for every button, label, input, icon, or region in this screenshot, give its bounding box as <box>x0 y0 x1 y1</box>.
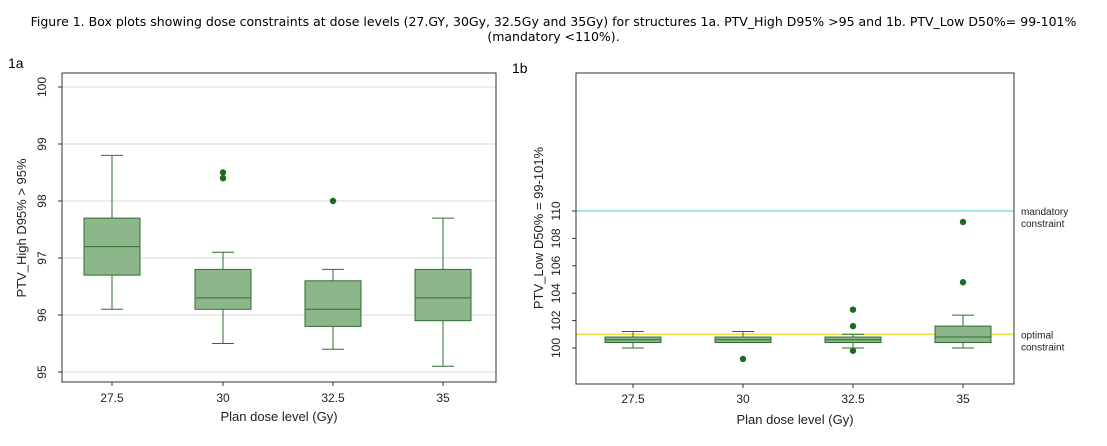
box-32.5 <box>824 306 882 354</box>
x-tick-label: 30 <box>216 391 230 405</box>
y-tick-label: 100 <box>35 77 49 97</box>
x-tick-label: 27.5 <box>100 391 124 405</box>
box-35 <box>934 218 992 349</box>
x-tick-label: 35 <box>436 391 450 405</box>
box-32.5 <box>304 197 362 350</box>
panel-label-1a: 1a <box>8 55 24 71</box>
y-tick-label: 108 <box>549 228 563 248</box>
outlier-point <box>329 197 337 205</box>
figure-caption: Figure 1. Box plots showing dose constra… <box>30 14 1077 44</box>
x-tick-label: 30 <box>736 392 750 406</box>
reference-line-label: optimal <box>1021 330 1053 341</box>
y-tick-label: 110 <box>549 201 563 220</box>
x-axis-label: Plan dose level (Gy) <box>220 409 337 424</box>
box-27.5 <box>83 154 141 310</box>
box-35 <box>414 217 472 367</box>
y-tick-label: 96 <box>35 308 49 322</box>
iqr-box <box>934 325 992 344</box>
reference-line-label: constraint <box>1021 342 1065 353</box>
y-tick-label: 106 <box>549 255 563 275</box>
y-tick-label: 100 <box>549 338 563 358</box>
y-tick-label: 104 <box>549 283 563 303</box>
box-30 <box>194 169 252 344</box>
iqr-box <box>414 268 472 322</box>
y-tick-label: 99 <box>35 137 49 151</box>
reference-line-label: mandatory <box>1021 207 1068 218</box>
y-axis-label: PTV_High D95% > 95% <box>14 158 29 298</box>
outlier-point <box>739 355 747 363</box>
y-tick-label: 102 <box>549 310 563 330</box>
outlier-point <box>849 306 857 313</box>
x-tick-label: 32.5 <box>841 392 865 406</box>
box-30 <box>714 331 772 363</box>
y-axis-label: PTV_Low D50% = 99-101% <box>531 146 546 309</box>
outlier-point <box>219 175 227 182</box>
iqr-box <box>304 280 362 327</box>
iqr-box <box>194 268 252 310</box>
outlier-point <box>849 347 857 354</box>
box-27.5 <box>604 331 662 349</box>
y-tick-label: 95 <box>35 365 49 379</box>
outlier-point <box>849 322 857 330</box>
chart-panel-1a: 95 96 97 98 99 100 27.5 30 32.5 35 Plan dose level… <box>14 72 497 424</box>
reference-line-label: constraint <box>1021 219 1065 230</box>
x-axis-label: Plan dose level (Gy) <box>736 412 853 427</box>
x-tick-label: 27.5 <box>621 392 645 406</box>
outlier-point <box>959 279 967 286</box>
y-tick-label: 97 <box>35 251 49 265</box>
x-tick-label: 35 <box>956 392 970 406</box>
outlier-point <box>959 218 967 226</box>
plot-frame <box>61 72 497 383</box>
x-tick-label: 32.5 <box>321 391 345 405</box>
y-tick-label: 98 <box>35 194 49 208</box>
outlier-point <box>219 169 227 176</box>
plot-frame <box>575 72 1015 385</box>
panel-label-1b: 1b <box>512 60 528 76</box>
